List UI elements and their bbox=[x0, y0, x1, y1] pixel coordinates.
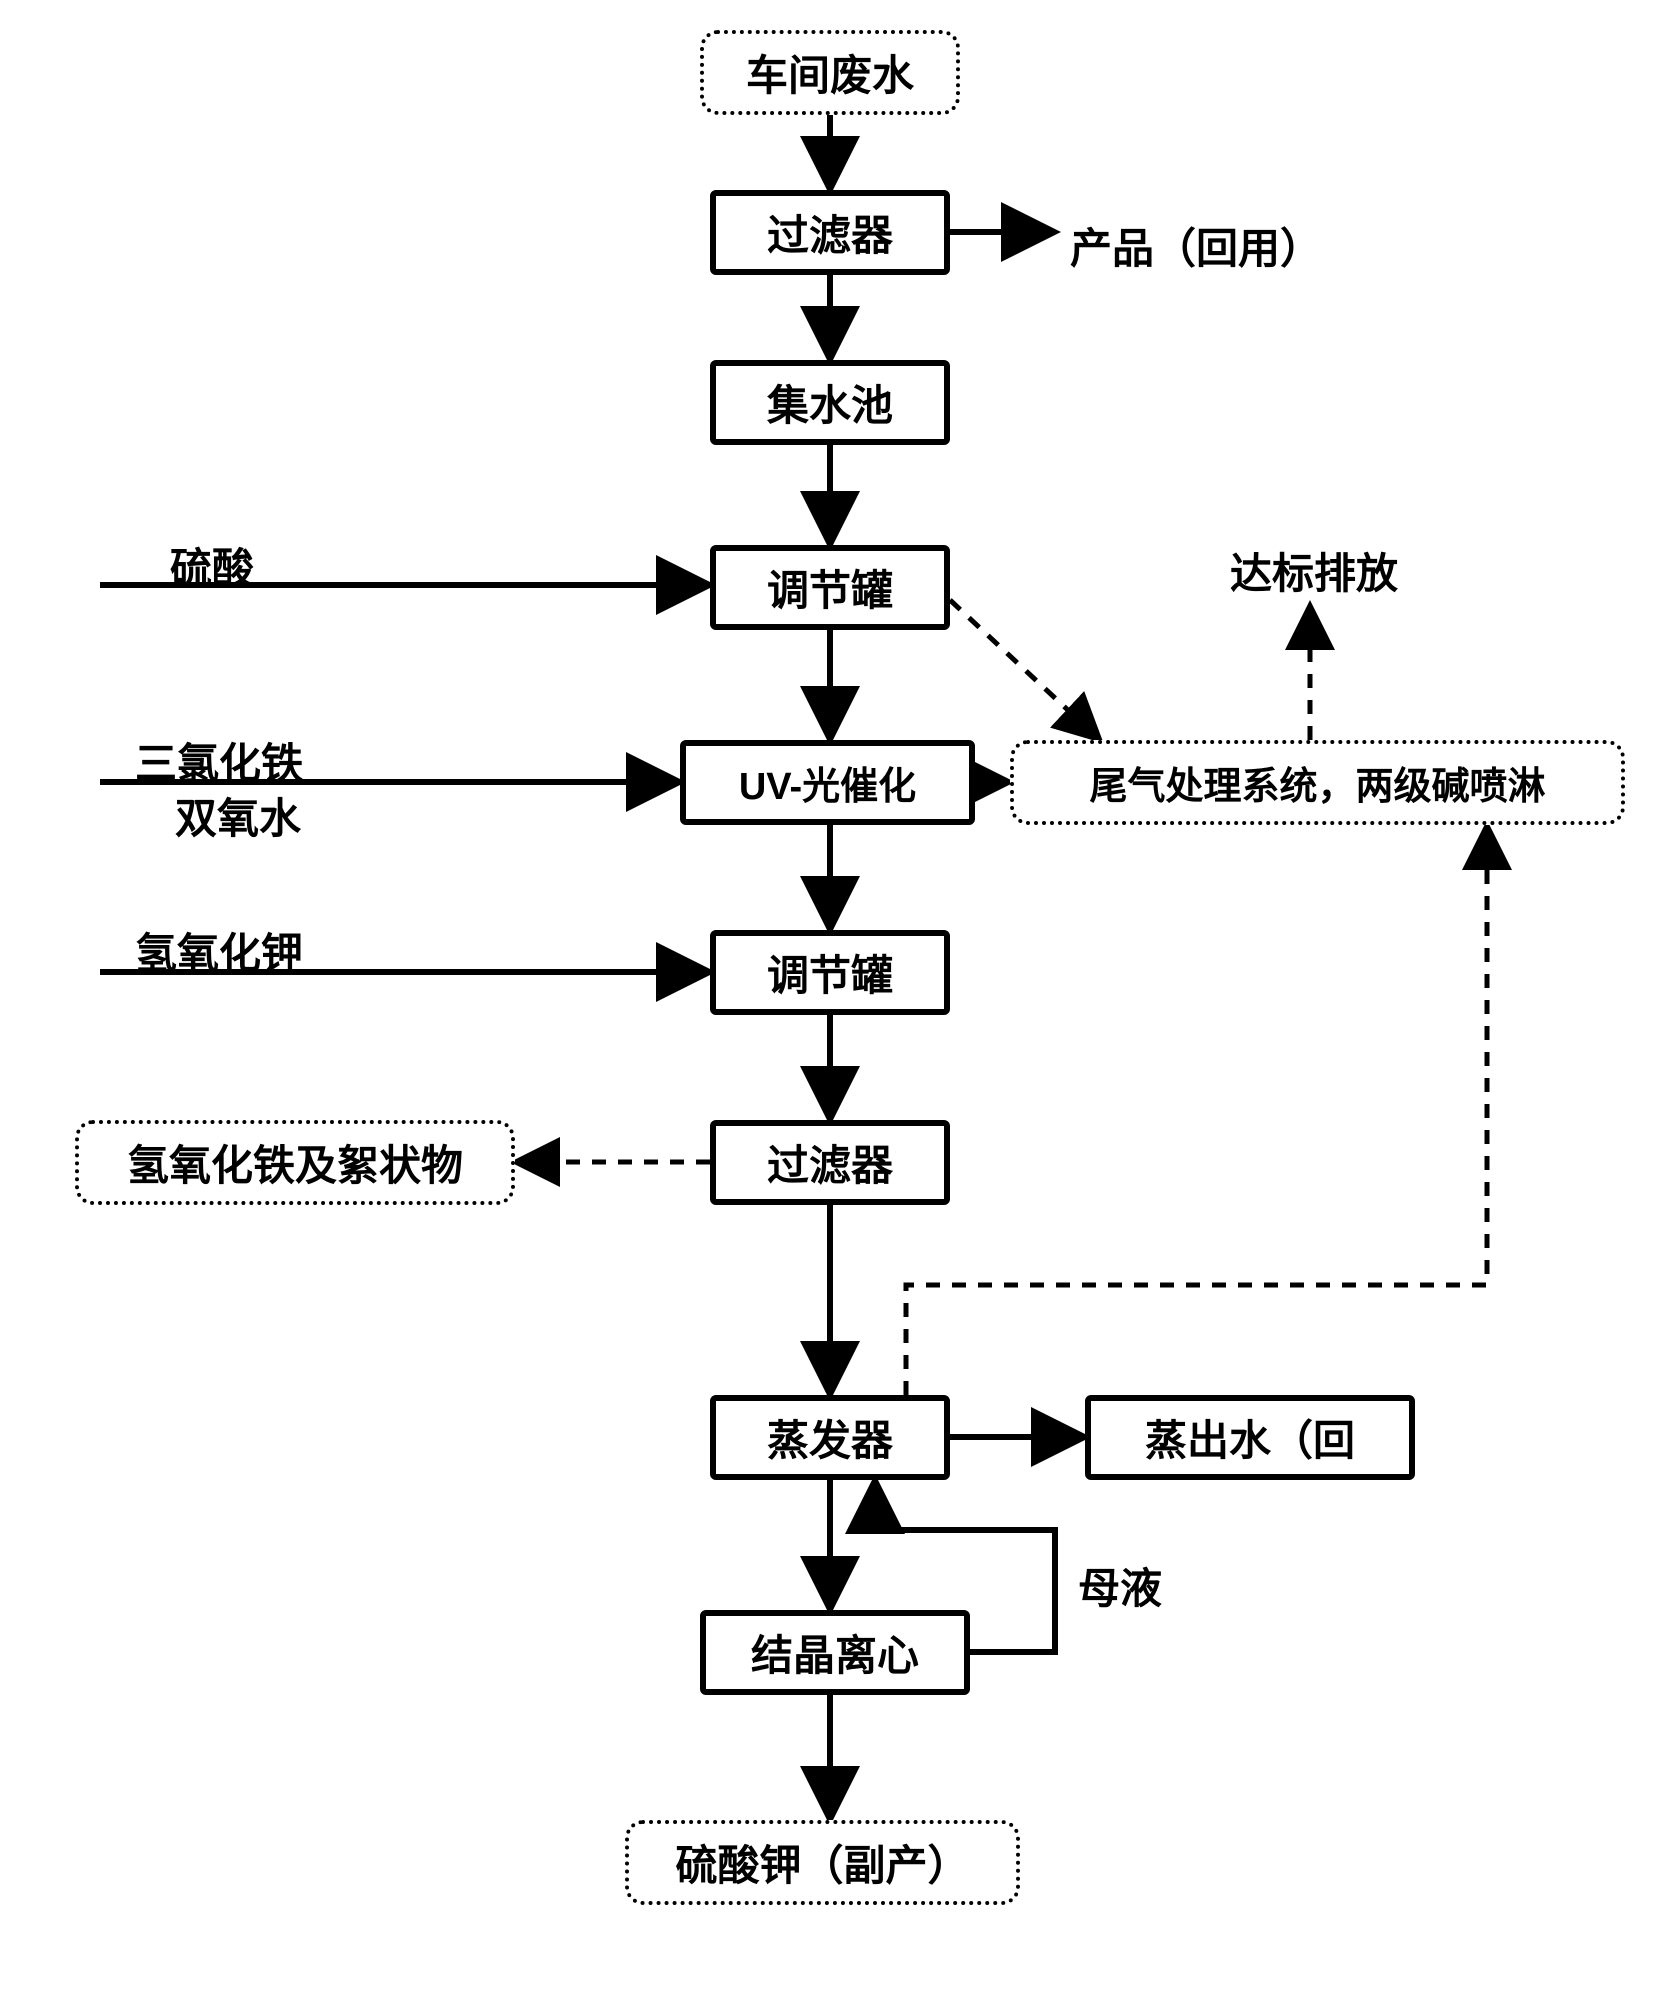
label-product-reuse: 产品（回用） bbox=[1070, 215, 1322, 276]
node-crystallize-centrifuge: 结晶离心 bbox=[700, 1610, 970, 1695]
node-distilled-water: 蒸出水（回 bbox=[1085, 1395, 1415, 1480]
node-adjust-tank-2: 调节罐 bbox=[710, 930, 950, 1015]
node-evaporator: 蒸发器 bbox=[710, 1395, 950, 1480]
node-sump: 集水池 bbox=[710, 360, 950, 445]
label-potassium-hydroxide: 氢氧化钾 bbox=[135, 920, 303, 981]
node-uv-photocatalysis: UV-光催化 bbox=[680, 740, 975, 825]
edge bbox=[950, 600, 1100, 740]
label-standard-discharge: 达标排放 bbox=[1230, 540, 1398, 601]
node-exhaust-treatment: 尾气处理系统，两级碱喷淋 bbox=[1010, 740, 1625, 825]
label-hydrogen-peroxide: 双氧水 bbox=[175, 785, 301, 846]
label-sulfuric-acid: 硫酸 bbox=[170, 535, 254, 596]
label-mother-liquor: 母液 bbox=[1078, 1555, 1162, 1616]
edge bbox=[906, 825, 1487, 1395]
node-workshop-wastewater: 车间废水 bbox=[700, 30, 960, 115]
node-iron-hydroxide-floc: 氢氧化铁及絮状物 bbox=[75, 1120, 515, 1205]
label-ferric-chloride: 三氯化铁 bbox=[135, 730, 303, 791]
node-adjust-tank-1: 调节罐 bbox=[710, 545, 950, 630]
flowchart-canvas: 车间废水 过滤器 集水池 调节罐 UV-光催化 调节罐 过滤器 蒸发器 结晶离心… bbox=[0, 0, 1678, 2007]
node-filter-1: 过滤器 bbox=[710, 190, 950, 275]
node-potassium-sulfate: 硫酸钾（副产） bbox=[625, 1820, 1020, 1905]
node-filter-2: 过滤器 bbox=[710, 1120, 950, 1205]
